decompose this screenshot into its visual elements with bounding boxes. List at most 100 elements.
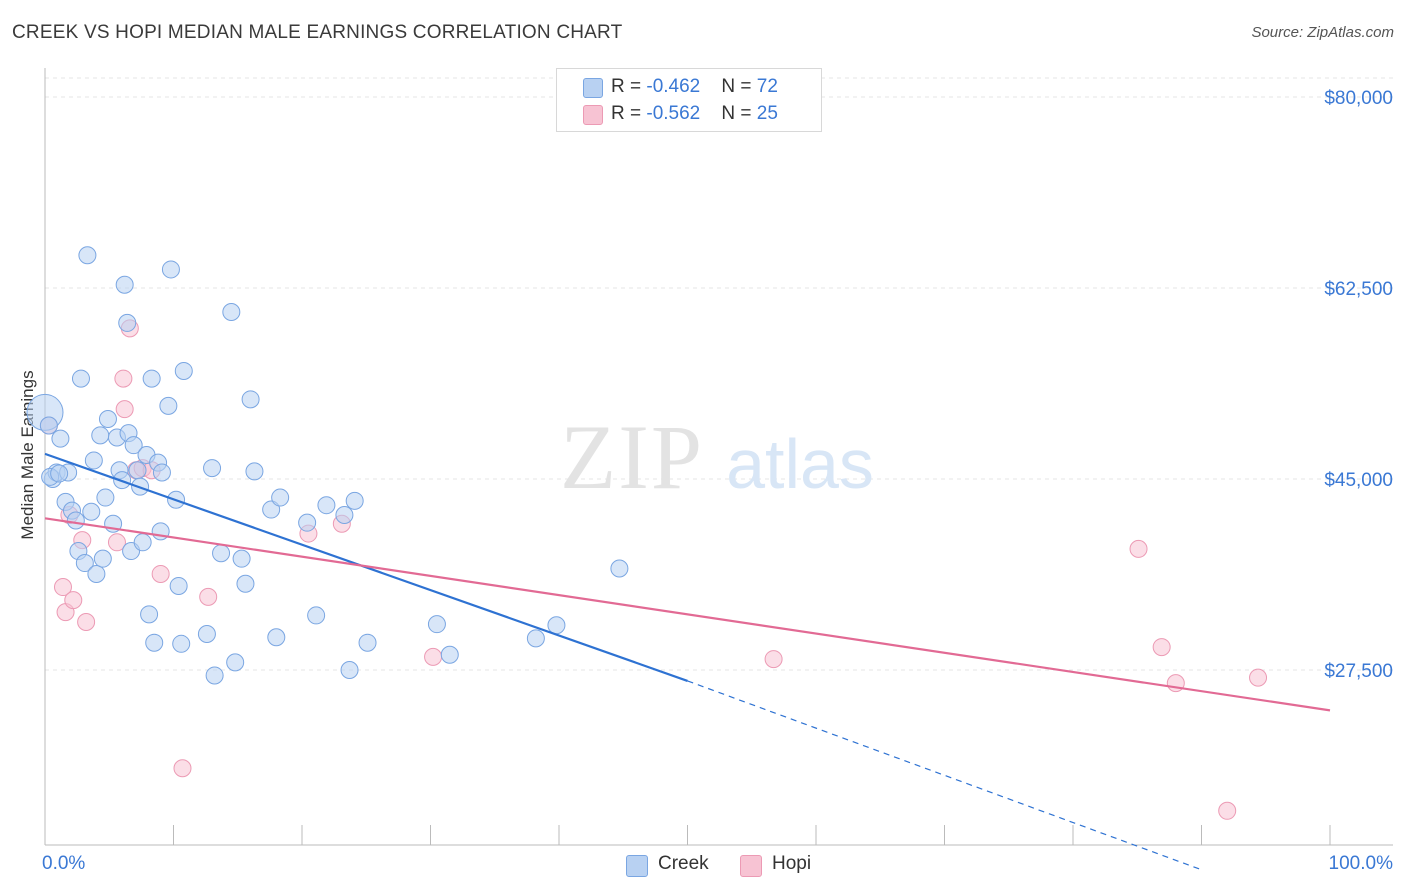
creek-point xyxy=(222,303,241,322)
creek-point xyxy=(84,451,103,470)
source-credit: Source: ZipAtlas.com xyxy=(1251,24,1394,41)
creek-point xyxy=(115,275,134,294)
hopi-r-label: R = xyxy=(611,103,647,124)
creek-points xyxy=(26,246,629,685)
hopi-point xyxy=(1129,539,1148,558)
x-tick-label: 0.0% xyxy=(42,853,85,874)
hopi-legend-label: Hopi xyxy=(772,853,812,874)
creek-point xyxy=(212,544,231,563)
creek-point xyxy=(610,559,629,578)
creek-point xyxy=(307,606,326,625)
hopi-n-label: N = xyxy=(721,103,757,124)
creek-point xyxy=(245,462,264,481)
hopi-point xyxy=(173,759,192,778)
creek-r-label: R = xyxy=(611,76,647,97)
watermark: ZIP atlas xyxy=(560,406,874,508)
creek-point xyxy=(169,576,188,595)
creek-r-value: -0.462 xyxy=(646,76,701,97)
creek-point xyxy=(547,616,566,635)
hopi-point xyxy=(764,650,783,669)
y-tick-label: $62,500 xyxy=(1324,279,1393,300)
creek-point xyxy=(118,313,137,332)
x-tick-label: 100.0% xyxy=(1329,853,1394,874)
creek-point xyxy=(161,260,180,279)
creek-point xyxy=(51,429,70,448)
creek-point xyxy=(317,496,336,515)
watermark-atlas: atlas xyxy=(726,425,874,503)
tick-labels: $27,500 $45,000 $62,500 $80,000 0.0% 100.0% xyxy=(42,88,1393,874)
creek-point xyxy=(142,369,161,388)
hopi-points xyxy=(39,319,1268,820)
creek-point xyxy=(152,463,171,482)
creek-point xyxy=(262,500,281,519)
creek-trendline-extension xyxy=(687,680,1202,871)
creek-point xyxy=(66,511,85,530)
axes xyxy=(44,68,1393,846)
creek-point xyxy=(267,628,286,647)
creek-point xyxy=(71,369,90,388)
hopi-point xyxy=(1218,801,1237,820)
hopi-point xyxy=(151,564,170,583)
trendlines xyxy=(44,452,1331,871)
watermark-zip: ZIP xyxy=(560,406,704,508)
hopi-swatch xyxy=(583,105,603,125)
creek-point xyxy=(93,549,112,568)
creek-point xyxy=(271,488,290,507)
creek-point xyxy=(427,615,446,634)
creek-point xyxy=(87,564,106,583)
creek-point xyxy=(140,605,159,624)
creek-point xyxy=(78,246,97,265)
creek-swatch xyxy=(583,78,603,98)
creek-point xyxy=(133,533,152,552)
creek-point xyxy=(96,488,115,507)
creek-point xyxy=(145,633,164,652)
hopi-legend-swatch xyxy=(740,855,762,877)
creek-point xyxy=(159,396,178,415)
creek-point xyxy=(236,574,255,593)
creek-point xyxy=(50,464,69,483)
hopi-point xyxy=(1152,638,1171,657)
hopi-trendline xyxy=(44,517,1331,712)
creek-legend-label: Creek xyxy=(658,853,709,874)
hopi-point xyxy=(1249,668,1268,687)
creek-point xyxy=(232,549,251,568)
hopi-point xyxy=(424,647,443,666)
creek-point xyxy=(298,513,317,532)
creek-point xyxy=(440,645,459,664)
hopi-point xyxy=(114,369,133,388)
chart-title: CREEK VS HOPI MEDIAN MALE EARNINGS CORRE… xyxy=(12,22,623,43)
creek-point xyxy=(241,390,260,409)
creek-point xyxy=(75,554,94,573)
creek-point xyxy=(124,436,143,455)
creek-point xyxy=(128,461,147,480)
creek-point xyxy=(82,502,101,521)
hopi-point xyxy=(77,612,96,631)
creek-point xyxy=(91,426,110,445)
hopi-point xyxy=(199,587,218,606)
hopi-point xyxy=(64,591,83,610)
hopi-point xyxy=(53,578,72,597)
creek-point xyxy=(39,416,58,435)
y-tick-label: $27,500 xyxy=(1324,661,1393,682)
creek-point xyxy=(98,409,117,428)
creek-point xyxy=(226,653,245,672)
legend-creek-text: R = -0.462 N = 72 xyxy=(611,74,778,100)
y-tick-label: $80,000 xyxy=(1324,88,1393,109)
hopi-point xyxy=(107,533,126,552)
creek-point xyxy=(205,666,224,685)
correlation-legend: R = -0.462 N = 72 R = -0.562 N = 25 xyxy=(556,68,822,132)
creek-point xyxy=(172,634,191,653)
series-legend: Creek Hopi xyxy=(0,850,1406,878)
y-tick-label: $45,000 xyxy=(1324,470,1393,491)
creek-point xyxy=(174,361,193,380)
creek-point xyxy=(345,491,364,510)
creek-legend-swatch xyxy=(626,855,648,877)
creek-point xyxy=(335,506,354,525)
creek-n-value: 72 xyxy=(756,76,778,97)
creek-point xyxy=(203,459,222,478)
legend-hopi-text: R = -0.562 N = 25 xyxy=(611,101,778,127)
creek-point xyxy=(526,629,545,648)
creek-n-label: N = xyxy=(721,76,757,97)
hopi-r-value: -0.562 xyxy=(646,103,701,124)
